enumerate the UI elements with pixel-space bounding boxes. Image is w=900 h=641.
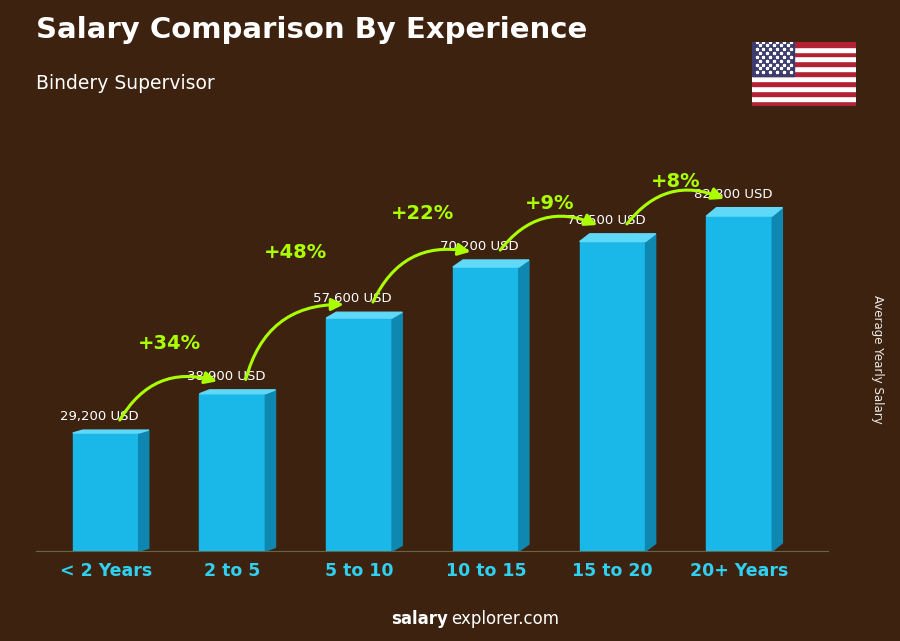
Polygon shape	[706, 208, 782, 216]
Bar	[752, 101, 856, 106]
Bar	[752, 62, 856, 66]
Polygon shape	[772, 208, 782, 551]
Text: 82,800 USD: 82,800 USD	[694, 188, 772, 201]
Polygon shape	[453, 260, 529, 267]
Bar	[706, 216, 772, 551]
Bar	[453, 267, 518, 551]
Text: 29,200 USD: 29,200 USD	[60, 410, 139, 423]
Text: 57,600 USD: 57,600 USD	[313, 292, 392, 305]
Text: +9%: +9%	[525, 194, 574, 213]
Bar	[752, 51, 856, 56]
Bar	[752, 47, 856, 51]
Bar	[752, 42, 856, 47]
Polygon shape	[200, 390, 275, 394]
Bar	[752, 76, 856, 81]
Bar	[580, 242, 645, 551]
Text: Average Yearly Salary: Average Yearly Salary	[871, 295, 884, 423]
Polygon shape	[518, 260, 529, 551]
Bar	[752, 86, 856, 91]
Polygon shape	[266, 390, 275, 551]
Bar	[752, 56, 856, 62]
Text: 76,500 USD: 76,500 USD	[567, 214, 645, 227]
Polygon shape	[139, 430, 148, 551]
Text: 70,200 USD: 70,200 USD	[440, 240, 518, 253]
Bar	[752, 96, 856, 101]
Text: Bindery Supervisor: Bindery Supervisor	[36, 74, 215, 93]
Text: 38,900 USD: 38,900 USD	[187, 370, 266, 383]
Text: explorer.com: explorer.com	[452, 610, 560, 628]
Polygon shape	[326, 312, 402, 318]
Text: +48%: +48%	[265, 243, 328, 262]
Polygon shape	[73, 430, 148, 433]
Bar	[326, 318, 392, 551]
Bar	[73, 433, 139, 551]
Polygon shape	[580, 234, 656, 242]
Bar	[752, 42, 794, 76]
Bar	[752, 91, 856, 96]
Text: salary: salary	[392, 610, 448, 628]
Polygon shape	[645, 234, 656, 551]
Bar	[752, 71, 856, 76]
Text: +34%: +34%	[138, 334, 201, 353]
Bar	[752, 81, 856, 86]
Polygon shape	[392, 312, 402, 551]
Text: +8%: +8%	[651, 172, 701, 191]
Bar	[752, 66, 856, 71]
Bar	[200, 394, 266, 551]
Text: Salary Comparison By Experience: Salary Comparison By Experience	[36, 16, 587, 44]
Text: +22%: +22%	[391, 204, 454, 222]
